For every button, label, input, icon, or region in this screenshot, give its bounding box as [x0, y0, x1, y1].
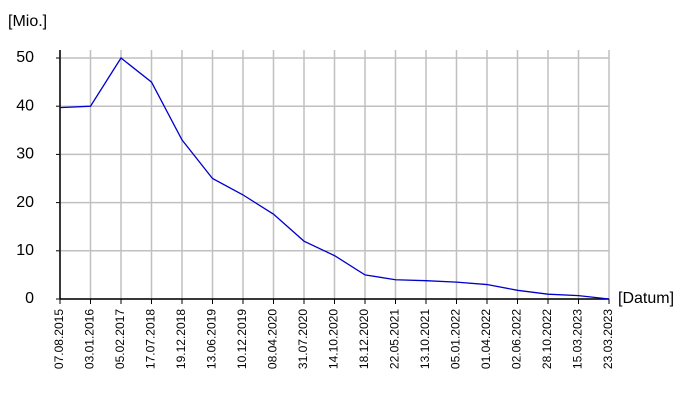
- x-tick-label: 10.12.2019: [235, 309, 249, 369]
- x-tick-label: 07.08.2015: [52, 309, 66, 369]
- data-line: [59, 57, 610, 300]
- x-tick-label: 17.07.2018: [144, 309, 158, 369]
- x-tick-label: 13.10.2021: [418, 309, 432, 369]
- x-tick-label: 14.10.2020: [327, 309, 341, 369]
- x-tick-label: 13.06.2019: [205, 309, 219, 369]
- x-tick-label: 02.06.2022: [510, 309, 524, 369]
- y-tick-label: 0: [25, 290, 34, 307]
- x-tick-label: 05.01.2022: [449, 309, 463, 369]
- x-tick-label: 18.12.2020: [357, 309, 371, 369]
- x-tick-label: 05.02.2017: [113, 309, 127, 369]
- x-tick-label: 03.01.2016: [83, 309, 97, 369]
- y-tick-label: 10: [16, 242, 34, 259]
- x-tick-label: 19.12.2018: [174, 309, 188, 369]
- x-tick-label: 15.03.2023: [571, 309, 585, 369]
- y-tick-label: 30: [16, 146, 34, 163]
- x-tick-label: 22.05.2021: [388, 309, 402, 369]
- x-tick-label: 23.03.2023: [601, 309, 615, 369]
- x-tick-label: 28.10.2022: [540, 309, 554, 369]
- y-tick-label: 20: [16, 194, 34, 211]
- x-axis-label: [Datum]: [618, 290, 674, 307]
- y-tick-label: 40: [16, 97, 34, 114]
- y-tick-label: 50: [16, 49, 34, 66]
- x-tick-label: 31.07.2020: [296, 309, 310, 369]
- x-tick-label: 01.04.2022: [479, 309, 493, 369]
- x-tick-label: 08.04.2020: [266, 309, 280, 369]
- y-axis-label: [Mio.]: [8, 13, 47, 30]
